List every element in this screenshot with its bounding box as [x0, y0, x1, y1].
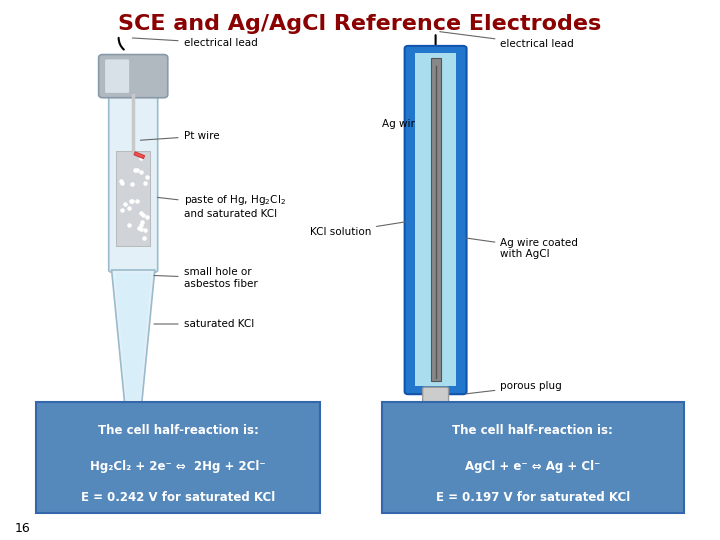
Point: [132, 196, 143, 205]
FancyBboxPatch shape: [36, 402, 320, 513]
Text: electrical lead: electrical lead: [440, 32, 574, 49]
Point: [138, 233, 149, 242]
Text: The cell half-reaction is:: The cell half-reaction is:: [98, 424, 258, 437]
Point: [133, 224, 145, 232]
Text: 16: 16: [14, 522, 30, 535]
Point: [135, 209, 147, 218]
Point: [116, 178, 127, 187]
FancyBboxPatch shape: [423, 387, 449, 407]
Text: E = 0.197 V for saturated KCl: E = 0.197 V for saturated KCl: [436, 491, 630, 504]
Point: [141, 212, 153, 221]
Polygon shape: [112, 270, 155, 402]
Point: [126, 197, 138, 206]
Point: [137, 210, 148, 219]
Text: The cell half-reaction is:: The cell half-reaction is:: [452, 424, 613, 437]
Text: small hole or
asbestos fiber: small hole or asbestos fiber: [154, 267, 257, 289]
FancyBboxPatch shape: [415, 53, 456, 386]
Text: porous plug: porous plug: [466, 381, 562, 394]
Point: [139, 178, 150, 187]
Point: [129, 166, 140, 174]
FancyBboxPatch shape: [109, 92, 158, 272]
Point: [135, 220, 147, 229]
Point: [120, 199, 131, 208]
Point: [137, 218, 148, 226]
Text: Ag wire coated
with AgCl: Ag wire coated with AgCl: [466, 238, 578, 259]
Point: [140, 226, 151, 234]
Point: [135, 154, 146, 163]
Text: electrical lead: electrical lead: [132, 38, 257, 48]
Polygon shape: [115, 273, 151, 400]
Point: [126, 179, 138, 188]
FancyBboxPatch shape: [105, 59, 129, 93]
Text: Pt wire: Pt wire: [140, 131, 219, 141]
Text: KCl solution: KCl solution: [310, 222, 405, 237]
FancyBboxPatch shape: [405, 46, 467, 394]
Point: [115, 177, 127, 186]
FancyBboxPatch shape: [116, 151, 150, 246]
Text: E = 0.242 V for saturated KCl: E = 0.242 V for saturated KCl: [81, 491, 275, 504]
Point: [117, 205, 128, 214]
Point: [135, 225, 147, 234]
Point: [126, 197, 138, 205]
Point: [124, 221, 135, 230]
FancyBboxPatch shape: [431, 58, 441, 381]
Text: Ag wire: Ag wire: [382, 119, 431, 129]
Text: SCE and Ag/AgCl Reference Electrodes: SCE and Ag/AgCl Reference Electrodes: [118, 14, 602, 33]
Point: [131, 166, 143, 174]
Point: [141, 173, 153, 182]
Text: paste of Hg, Hg$_2$Cl$_2$
and saturated KCl: paste of Hg, Hg$_2$Cl$_2$ and saturated …: [158, 193, 285, 219]
Ellipse shape: [123, 402, 143, 414]
Text: Hg₂Cl₂ + 2e⁻ ⇔  2Hg + 2Cl⁻: Hg₂Cl₂ + 2e⁻ ⇔ 2Hg + 2Cl⁻: [91, 460, 266, 472]
Point: [123, 204, 135, 212]
Text: AgCl + e⁻ ⇔ Ag + Cl⁻: AgCl + e⁻ ⇔ Ag + Cl⁻: [465, 460, 600, 472]
Point: [135, 168, 146, 177]
FancyBboxPatch shape: [382, 402, 684, 513]
Text: ceramic frit: ceramic frit: [147, 401, 244, 411]
Text: saturated KCl: saturated KCl: [154, 319, 254, 329]
FancyBboxPatch shape: [99, 55, 168, 98]
